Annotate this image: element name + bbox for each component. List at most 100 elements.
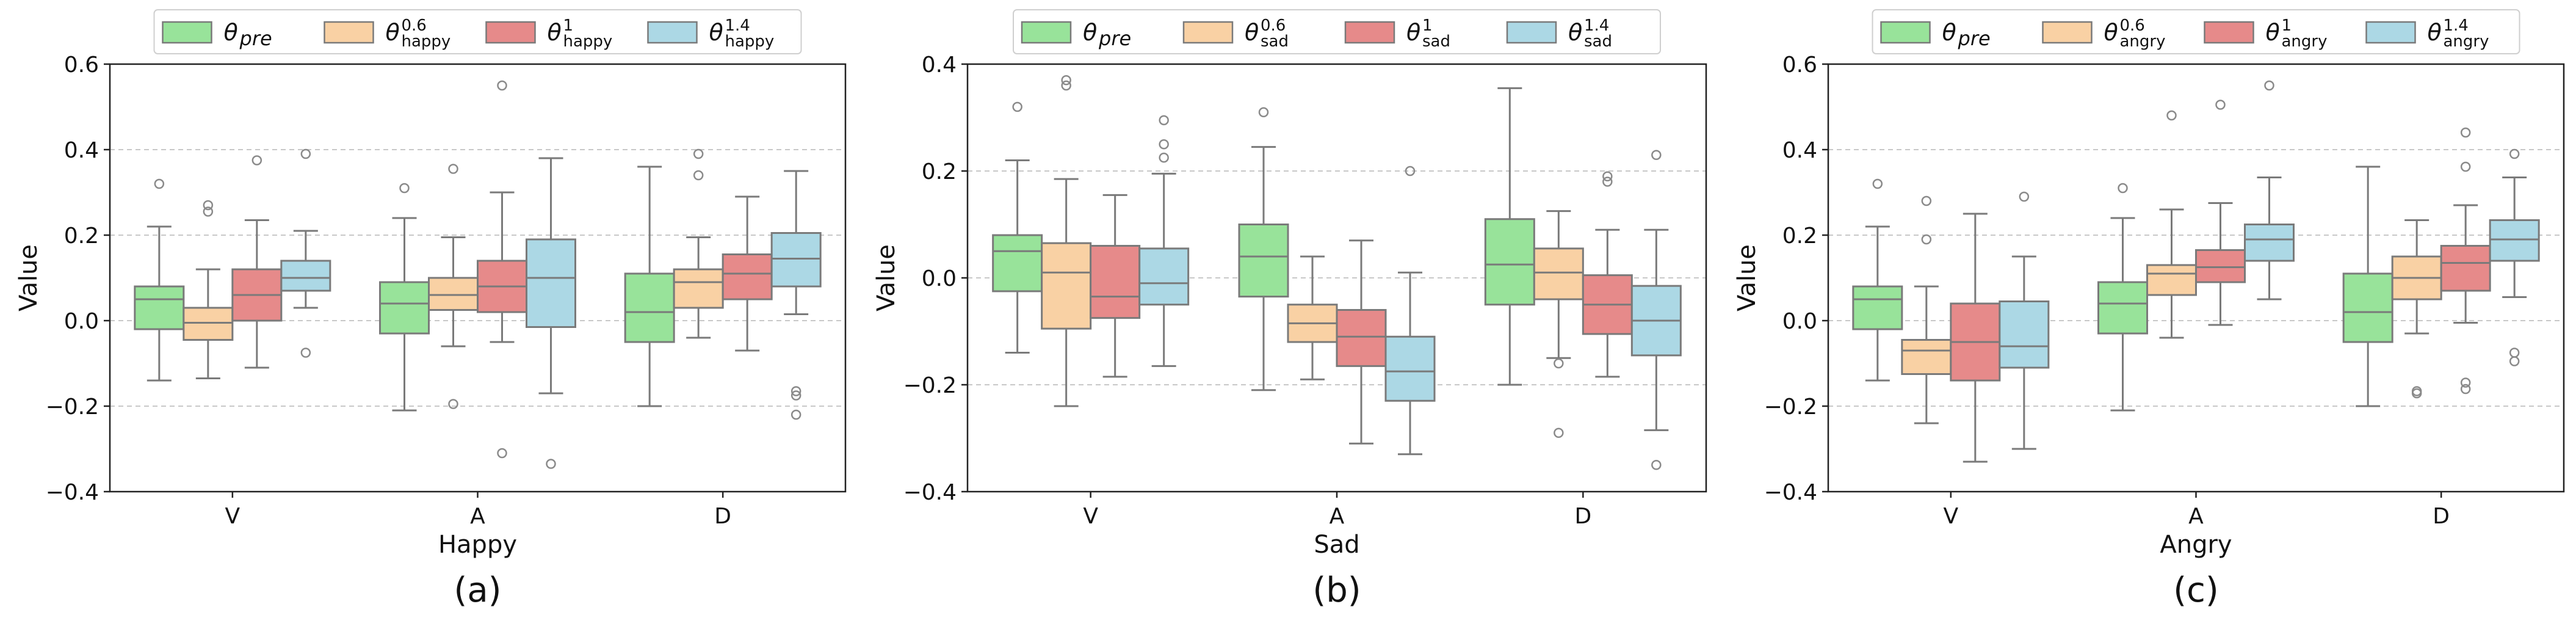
box-body [1533, 247, 1584, 300]
box-D-3 [1630, 150, 1682, 470]
y-axis-label: Value [1733, 244, 1761, 311]
box-V-2 [231, 155, 283, 369]
outlier-point [1602, 177, 1613, 187]
box-D-3 [2489, 148, 2540, 366]
box-V-0 [134, 178, 185, 382]
legend-label: θpre [224, 19, 272, 50]
panel-label: (b) [1312, 570, 1361, 610]
box-body [2097, 281, 2148, 335]
box-body [428, 277, 479, 311]
outlier-point [1159, 139, 1169, 150]
outlier-point [203, 206, 214, 217]
legend-label: θ 0.6 angry [2104, 16, 2166, 51]
outlier-point [546, 459, 556, 469]
box-body [1336, 309, 1387, 367]
legend-label: θ 1 happy [548, 16, 613, 51]
legend-swatch [2365, 21, 2416, 44]
legend-label: θ 1 angry [2266, 16, 2328, 51]
box-body [2195, 249, 2246, 283]
outlier-point [693, 148, 704, 159]
y-tick-label: 0.0 [64, 309, 99, 334]
y-tick-label: 0.4 [922, 53, 957, 78]
legend-label: θpre [1083, 19, 1131, 50]
box-body [1901, 339, 1952, 375]
outlier-point [1602, 171, 1613, 181]
legend-swatch [1021, 21, 1072, 44]
legend-entry: θ 1 sad [1344, 16, 1450, 51]
box-body [1238, 224, 1289, 298]
y-tick-label: −0.4 [46, 480, 99, 505]
x-tick-label: A [2188, 504, 2204, 529]
box-body [280, 260, 331, 292]
x-tick-label: D [2433, 504, 2450, 529]
y-tick-label: 0.2 [64, 224, 99, 249]
x-tick-label: A [470, 504, 485, 529]
y-tick-label: 0.6 [1782, 53, 1817, 78]
x-tick-label: V [1944, 504, 1959, 529]
legend-label: θ 1 sad [1406, 16, 1450, 51]
legend-label: θ 0.6 happy [386, 16, 451, 51]
box-body [1384, 335, 1436, 402]
x-tick-label: V [1083, 504, 1098, 529]
box-body [2244, 224, 2295, 262]
legend: θpre θ 0.6 happy θ 1 happy θ 1.4 happy [153, 9, 802, 54]
legend-frame [1013, 9, 1661, 54]
legend-swatch [1506, 21, 1557, 44]
outlier-point [2509, 148, 2520, 159]
outlier-point [693, 170, 704, 181]
outlier-point [448, 164, 458, 174]
box-A-1 [428, 164, 479, 409]
outlier-point [1921, 195, 1932, 206]
x-tick-label: D [1574, 504, 1591, 529]
box-body [183, 307, 234, 341]
legend-entry: θpre [1880, 19, 1991, 50]
outlier-point [1554, 358, 1564, 369]
panel-a: −0.4 −0.2 0.0 0.2 0.4 0.6 V A D Happy Value (a) θpre… [15, 9, 847, 610]
box-V-3 [280, 148, 331, 358]
box-body [770, 232, 822, 288]
box-V-1 [1041, 75, 1092, 407]
legend-swatch [162, 21, 212, 44]
legend-entry: θ 1 angry [2204, 16, 2328, 51]
box-V-3 [1138, 115, 1190, 367]
box-D-1 [2391, 219, 2442, 399]
box-D-3 [770, 170, 822, 420]
outlier-point [2166, 110, 2177, 121]
outlier-point [2460, 377, 2471, 388]
outlier-point [2460, 161, 2471, 172]
legend-label: θ 0.6 sad [1245, 16, 1289, 51]
box-V-2 [1950, 213, 2001, 463]
y-tick-label: 0.6 [64, 53, 99, 78]
box-V-1 [183, 200, 234, 379]
x-tick-label: A [1330, 504, 1345, 529]
box-body [1852, 285, 1903, 330]
box-D-2 [1582, 171, 1633, 378]
outlier-point [1012, 101, 1022, 112]
legend-label: θ 1.4 happy [709, 16, 775, 51]
box-D-1 [673, 148, 724, 339]
legend: θpre θ 0.6 sad θ 1 sad θ 1.4 sad [1013, 9, 1661, 54]
box-body [379, 281, 430, 335]
box-D-2 [722, 195, 773, 352]
outlier-point [1159, 115, 1169, 126]
box-A-0 [1238, 107, 1289, 391]
box-body [1138, 247, 1190, 306]
outlier-point [154, 178, 165, 189]
box-body [722, 253, 773, 300]
outlier-point [2509, 356, 2520, 366]
outlier-point [399, 183, 410, 194]
y-tick-label: 0.0 [1782, 309, 1817, 334]
outlier-point [2215, 100, 2226, 110]
legend-label: θ 1.4 sad [1568, 16, 1612, 51]
y-axis-label: Value [15, 244, 43, 311]
legend-label: θ 1.4 angry [2428, 16, 2489, 51]
outlier-point [497, 80, 507, 91]
outlier-point [251, 155, 262, 166]
panel-label: (c) [2173, 570, 2218, 610]
x-tick-label: D [714, 504, 731, 529]
outlier-point [448, 399, 458, 409]
box-D-0 [1484, 87, 1535, 386]
outlier-point [1159, 152, 1169, 163]
outlier-point [1554, 428, 1564, 438]
